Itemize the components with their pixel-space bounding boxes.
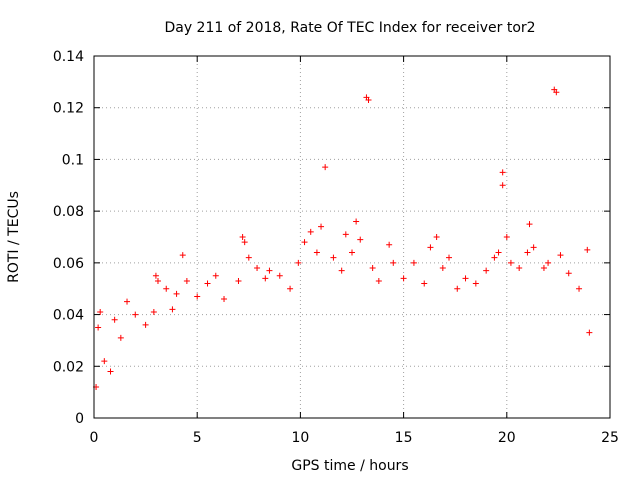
data-point — [179, 252, 186, 259]
data-point — [427, 244, 434, 251]
data-point — [132, 311, 139, 318]
data-point — [204, 280, 211, 287]
data-point — [557, 252, 564, 259]
data-point — [386, 241, 393, 248]
data-point — [446, 254, 453, 261]
data-point — [338, 267, 345, 274]
data-point — [472, 280, 479, 287]
data-point — [576, 285, 583, 292]
y-tick-label: 0.1 — [62, 152, 84, 168]
data-point — [454, 285, 461, 292]
y-tick-label: 0 — [75, 411, 84, 427]
y-tick-label: 0.04 — [53, 308, 84, 324]
data-point — [101, 358, 108, 365]
data-point — [462, 275, 469, 282]
data-point — [545, 259, 552, 266]
data-point — [245, 254, 252, 261]
data-point — [235, 277, 242, 284]
data-point — [318, 223, 325, 230]
data-point — [295, 259, 302, 266]
data-point — [499, 169, 506, 176]
data-point — [95, 324, 102, 331]
data-point — [369, 265, 376, 272]
data-point — [540, 265, 547, 272]
data-point — [117, 334, 124, 341]
data-point — [97, 308, 104, 315]
x-axis-label: GPS time / hours — [291, 458, 408, 474]
y-tick-label: 0.12 — [53, 101, 84, 117]
data-point — [349, 249, 355, 256]
data-point — [483, 267, 490, 274]
data-point — [507, 259, 514, 266]
data-point — [390, 259, 397, 266]
x-tick-label: 10 — [291, 430, 309, 446]
data-point — [313, 249, 320, 256]
data-point — [516, 265, 523, 272]
x-tick-label: 5 — [193, 430, 202, 446]
data-point — [553, 89, 560, 96]
data-point — [410, 259, 417, 266]
data-point — [353, 218, 360, 225]
data-point — [322, 164, 329, 171]
data-point — [107, 368, 114, 375]
data-point — [254, 265, 261, 272]
y-tick-label: 0.14 — [53, 49, 84, 65]
data-point — [221, 296, 228, 303]
data-point — [152, 272, 159, 279]
data-points — [93, 86, 593, 390]
data-point — [530, 244, 537, 251]
chart-title: Day 211 of 2018, Rate Of TEC Index for r… — [164, 20, 535, 36]
data-point — [439, 265, 446, 272]
data-point — [194, 293, 201, 300]
grid — [94, 56, 610, 418]
data-point — [400, 275, 407, 282]
data-point — [142, 321, 149, 328]
data-point — [365, 96, 372, 103]
data-point — [584, 246, 591, 253]
data-point — [342, 231, 349, 238]
data-point — [183, 277, 190, 284]
data-point — [287, 285, 294, 292]
data-point — [375, 277, 382, 284]
y-tick-label: 0.02 — [53, 359, 84, 375]
data-point — [111, 316, 118, 323]
x-tick-label: 0 — [90, 430, 99, 446]
data-point — [163, 285, 170, 292]
x-tick-label: 20 — [498, 430, 516, 446]
data-point — [154, 277, 161, 284]
data-point — [495, 249, 502, 256]
data-point — [262, 275, 269, 282]
data-point — [150, 308, 157, 315]
y-tick-label: 0.08 — [53, 204, 84, 220]
data-point — [301, 239, 308, 246]
data-point — [499, 182, 506, 189]
data-point — [330, 254, 337, 261]
y-axis-label: ROTI / TECUs — [6, 191, 22, 283]
data-point — [524, 249, 531, 256]
data-point — [491, 254, 498, 261]
data-point — [124, 298, 131, 305]
data-point — [307, 228, 314, 235]
data-point — [421, 280, 428, 287]
data-point — [239, 234, 246, 240]
data-point — [433, 234, 440, 240]
data-point — [503, 234, 510, 240]
data-point — [169, 306, 176, 313]
axis-ticks: 0 5 10 15 20 25 0 0.02 0.04 0.06 0.08 0.1 0.12 0.14 — [53, 49, 619, 446]
data-point — [212, 272, 219, 279]
x-tick-label: 15 — [395, 430, 413, 446]
data-point — [526, 221, 533, 228]
data-point — [241, 239, 248, 246]
data-point — [565, 270, 572, 277]
y-tick-label: 0.06 — [53, 256, 84, 272]
x-tick-label: 25 — [601, 430, 619, 446]
data-point — [586, 329, 593, 336]
data-point — [276, 272, 283, 279]
data-point — [173, 290, 180, 297]
data-point — [266, 267, 273, 274]
plot-frame — [93, 55, 611, 419]
data-point — [357, 236, 364, 243]
